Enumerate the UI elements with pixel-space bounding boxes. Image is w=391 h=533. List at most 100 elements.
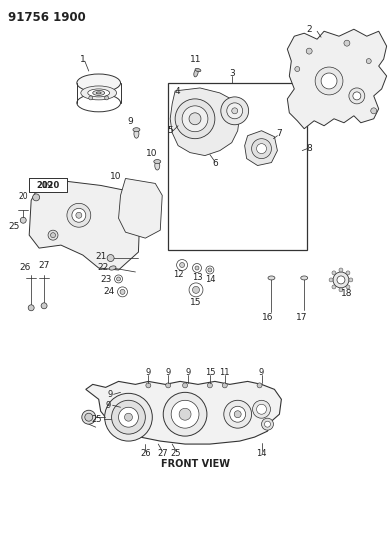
Text: 1: 1	[80, 54, 86, 63]
Text: 20: 20	[18, 192, 28, 201]
Text: 9: 9	[165, 368, 171, 377]
Ellipse shape	[96, 92, 101, 94]
Circle shape	[118, 407, 138, 427]
Bar	[29, 179, 67, 192]
Circle shape	[230, 406, 246, 422]
Circle shape	[333, 272, 349, 288]
Text: 23: 23	[100, 276, 111, 285]
Circle shape	[183, 383, 188, 388]
Circle shape	[166, 383, 171, 388]
Circle shape	[329, 278, 333, 282]
Text: 3: 3	[229, 69, 235, 77]
Circle shape	[256, 144, 267, 154]
Text: 10: 10	[110, 172, 121, 181]
Circle shape	[232, 108, 238, 114]
Ellipse shape	[81, 86, 117, 100]
Circle shape	[234, 411, 241, 418]
Text: 10: 10	[145, 149, 157, 158]
Text: FRONT VIEW: FRONT VIEW	[160, 459, 230, 469]
Circle shape	[67, 203, 91, 227]
Circle shape	[251, 139, 271, 158]
Ellipse shape	[77, 94, 120, 112]
Circle shape	[227, 103, 243, 119]
Circle shape	[48, 230, 58, 240]
Circle shape	[89, 96, 93, 100]
Text: 22: 22	[97, 263, 108, 272]
Circle shape	[195, 266, 199, 270]
Text: 13: 13	[192, 273, 202, 282]
Text: 2: 2	[307, 25, 312, 34]
Circle shape	[222, 383, 227, 388]
Circle shape	[321, 73, 337, 89]
Circle shape	[371, 108, 377, 114]
Circle shape	[295, 67, 300, 71]
Circle shape	[182, 106, 208, 132]
Circle shape	[72, 208, 86, 222]
Circle shape	[189, 113, 201, 125]
Circle shape	[207, 383, 212, 388]
Circle shape	[41, 303, 47, 309]
Circle shape	[253, 400, 271, 418]
Circle shape	[344, 40, 350, 46]
Text: 25: 25	[171, 449, 181, 457]
Text: 11: 11	[219, 368, 230, 377]
Circle shape	[349, 88, 365, 104]
Text: 11: 11	[190, 54, 202, 63]
Circle shape	[163, 392, 207, 436]
Circle shape	[120, 289, 125, 294]
Circle shape	[257, 383, 262, 388]
Text: 4: 4	[174, 87, 180, 96]
Circle shape	[175, 99, 215, 139]
Text: 26: 26	[140, 449, 151, 457]
Text: 24: 24	[103, 287, 114, 296]
Circle shape	[306, 48, 312, 54]
Text: 9: 9	[146, 368, 151, 377]
Circle shape	[315, 67, 343, 95]
Text: 21: 21	[95, 252, 106, 261]
Circle shape	[208, 268, 212, 272]
Text: 6: 6	[212, 159, 218, 168]
Ellipse shape	[109, 266, 116, 270]
Text: 16: 16	[262, 313, 273, 322]
Text: 9: 9	[127, 117, 133, 126]
Circle shape	[50, 233, 56, 238]
Text: 14: 14	[256, 449, 267, 457]
Text: 2020: 2020	[36, 181, 60, 190]
Circle shape	[337, 276, 345, 284]
Circle shape	[20, 217, 26, 223]
Text: 15: 15	[204, 368, 215, 377]
Circle shape	[346, 285, 350, 289]
Circle shape	[76, 212, 82, 218]
Polygon shape	[287, 29, 387, 129]
Circle shape	[346, 271, 350, 275]
Text: 25: 25	[91, 415, 102, 424]
Bar	[168, 83, 307, 250]
Text: 27: 27	[38, 261, 50, 270]
Text: 25: 25	[9, 222, 20, 231]
Circle shape	[339, 268, 343, 272]
Text: 27: 27	[157, 449, 168, 457]
Circle shape	[349, 278, 353, 282]
Text: 19: 19	[42, 181, 54, 190]
Polygon shape	[29, 179, 140, 270]
Circle shape	[82, 410, 96, 424]
Text: 9: 9	[259, 368, 264, 377]
Ellipse shape	[155, 161, 160, 170]
Ellipse shape	[133, 128, 140, 132]
Circle shape	[105, 393, 152, 441]
Circle shape	[366, 59, 371, 63]
Circle shape	[105, 96, 109, 100]
Circle shape	[146, 383, 151, 388]
Text: 12: 12	[173, 270, 183, 279]
Polygon shape	[86, 382, 282, 444]
Text: 15: 15	[190, 298, 202, 308]
Circle shape	[221, 97, 249, 125]
Circle shape	[256, 404, 267, 414]
Polygon shape	[245, 131, 277, 166]
Ellipse shape	[268, 276, 275, 280]
Ellipse shape	[154, 159, 161, 164]
Circle shape	[85, 413, 93, 421]
Text: 26: 26	[20, 263, 31, 272]
Circle shape	[179, 408, 191, 420]
Text: 9: 9	[106, 401, 111, 410]
